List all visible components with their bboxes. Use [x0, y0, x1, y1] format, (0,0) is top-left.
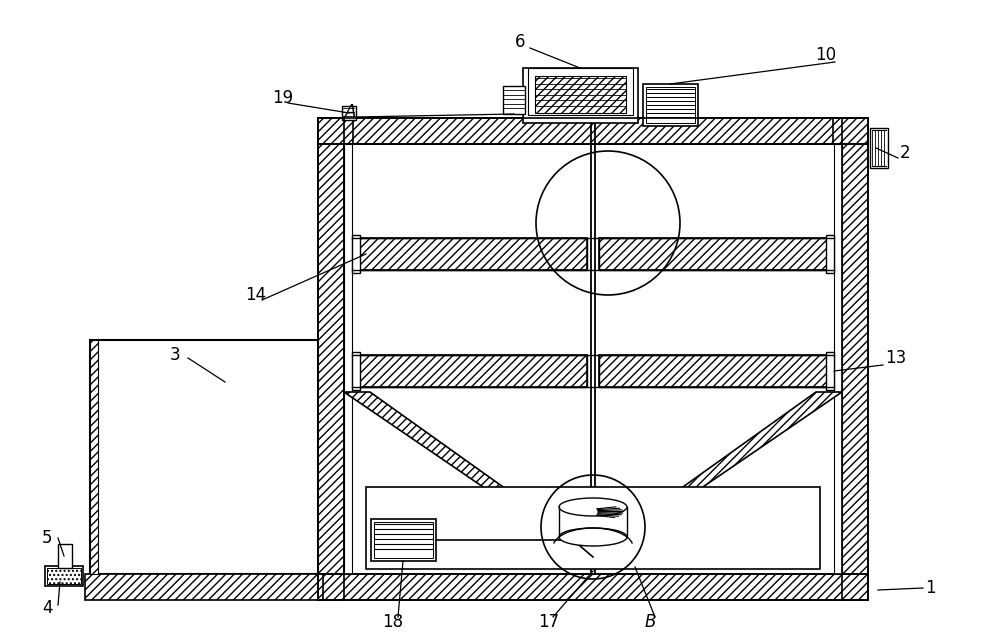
Bar — [353, 118, 833, 144]
Bar — [826, 235, 834, 273]
Text: 18: 18 — [382, 613, 403, 631]
Text: 2: 2 — [900, 144, 911, 162]
Bar — [85, 574, 323, 600]
Bar — [599, 355, 828, 387]
Bar — [503, 86, 525, 114]
Bar — [342, 106, 356, 120]
Text: B: B — [645, 613, 656, 631]
Bar — [366, 487, 820, 569]
Bar — [842, 118, 868, 600]
Text: 6: 6 — [515, 33, 526, 51]
Bar — [870, 128, 888, 168]
Bar — [344, 144, 842, 574]
Bar — [90, 340, 318, 574]
Bar — [371, 519, 436, 561]
Bar — [358, 238, 587, 270]
Bar — [58, 544, 72, 568]
Bar — [842, 118, 868, 600]
Bar — [374, 522, 433, 558]
Bar — [90, 340, 98, 574]
Bar — [352, 235, 360, 273]
Text: 14: 14 — [245, 286, 266, 304]
Bar — [318, 118, 868, 144]
Bar — [318, 118, 344, 600]
Text: 13: 13 — [885, 349, 906, 367]
Bar — [599, 238, 828, 270]
Bar — [358, 238, 587, 270]
Bar — [826, 352, 834, 390]
Bar — [523, 68, 638, 123]
Bar — [352, 235, 360, 273]
Bar — [47, 568, 81, 584]
Polygon shape — [638, 392, 842, 519]
Bar — [45, 566, 83, 586]
Text: A: A — [345, 103, 356, 121]
Polygon shape — [370, 392, 816, 519]
Bar — [599, 238, 828, 270]
Ellipse shape — [559, 528, 627, 546]
Bar — [599, 355, 828, 387]
Bar — [318, 118, 868, 144]
Bar — [352, 352, 360, 390]
Text: 3: 3 — [170, 346, 181, 364]
Text: 17: 17 — [538, 613, 559, 631]
Bar — [318, 574, 868, 600]
Ellipse shape — [559, 498, 627, 516]
Bar — [535, 76, 626, 113]
Polygon shape — [344, 392, 548, 519]
Bar — [643, 84, 698, 126]
Bar — [352, 352, 360, 390]
Text: 10: 10 — [815, 46, 836, 64]
Bar — [646, 87, 695, 123]
Text: 5: 5 — [42, 529, 52, 547]
Bar — [344, 144, 352, 574]
Bar — [318, 118, 344, 600]
Bar — [826, 352, 834, 390]
Bar — [826, 235, 834, 273]
Bar — [358, 355, 587, 387]
Bar — [528, 68, 633, 115]
Bar — [318, 574, 868, 600]
Bar — [834, 144, 842, 574]
Text: 4: 4 — [42, 599, 52, 617]
Text: 1: 1 — [925, 579, 936, 597]
Bar — [358, 355, 587, 387]
Text: 19: 19 — [272, 89, 293, 107]
